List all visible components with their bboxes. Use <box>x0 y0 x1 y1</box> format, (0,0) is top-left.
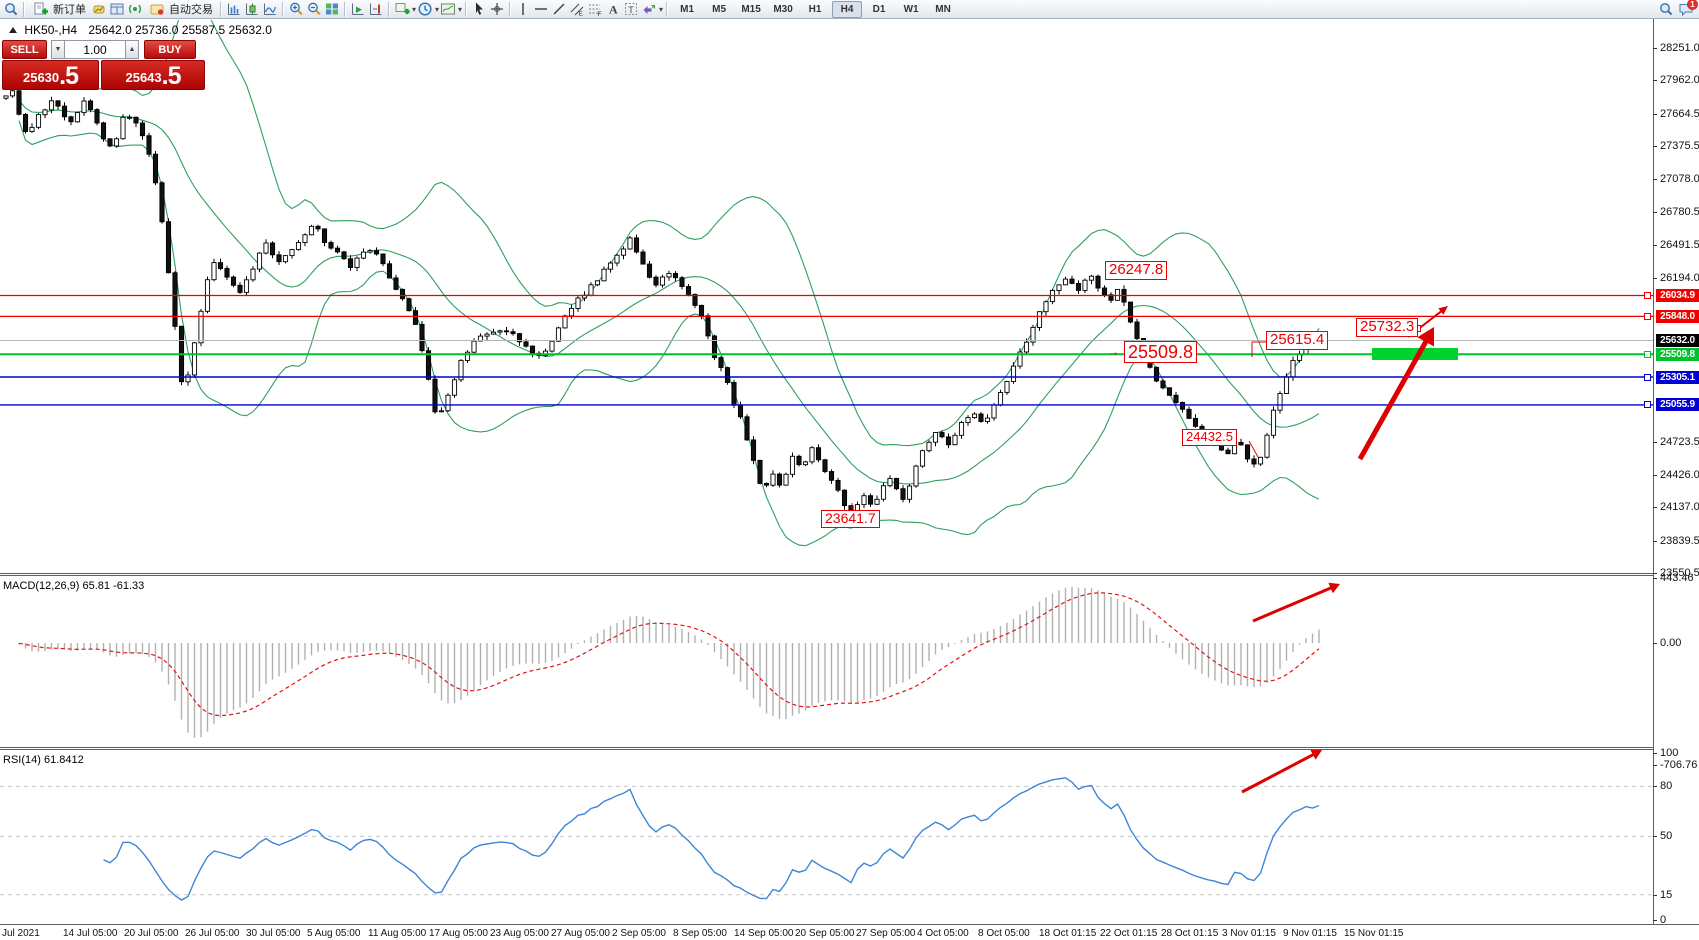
trend-arrow <box>1328 582 1340 594</box>
timeframe-button-h1[interactable]: H1 <box>808 3 822 15</box>
sell-button[interactable]: SELL <box>2 40 47 59</box>
support-highlight-box <box>1372 348 1458 360</box>
market-watch-icon[interactable] <box>90 1 108 18</box>
new-order-button[interactable]: 新订单 <box>28 1 90 18</box>
volume-input[interactable] <box>65 40 125 59</box>
candlestick-chart-icon[interactable] <box>243 1 261 18</box>
toolbar-separator <box>282 1 284 17</box>
rsi-panel-splitter[interactable] <box>0 747 1653 748</box>
chart-title: HK50-,H4 25642.0 25736.0 25587.5 25632.0 <box>9 23 272 37</box>
toolbar-separator <box>344 1 346 17</box>
notification-badge: 1 <box>1687 0 1698 10</box>
dropdown-caret-icon[interactable]: ▾ <box>659 4 664 14</box>
toolbar-separator <box>666 1 669 17</box>
auto-trading-icon <box>148 1 166 18</box>
dropdown-caret-icon[interactable]: ▾ <box>435 4 440 14</box>
auto-scroll-icon[interactable] <box>349 1 367 18</box>
period-clock-icon[interactable] <box>416 1 434 18</box>
timeframe-button-m30[interactable]: M30 <box>773 3 793 15</box>
time-axis-border <box>0 924 1699 925</box>
rsi-line <box>103 777 1320 901</box>
buy-price-main: 25643 <box>125 70 162 85</box>
text-label-icon[interactable]: T <box>622 1 640 18</box>
fibonacci-icon[interactable]: F <box>586 1 604 18</box>
auto-trading-button[interactable]: 自动交易 <box>144 1 217 18</box>
chart-ohlc-values: 25642.0 25736.0 25587.5 25632.0 <box>88 23 272 37</box>
sell-price-main: 25630 <box>22 70 60 85</box>
trend-arrow <box>1310 749 1322 760</box>
search-left-icon[interactable] <box>2 1 20 18</box>
toolbar-separator <box>465 1 468 17</box>
text-icon[interactable]: A <box>604 1 622 18</box>
add-indicator-icon[interactable] <box>393 1 411 18</box>
macd-panel-splitter-line <box>0 575 1653 576</box>
svg-text:F: F <box>598 11 602 17</box>
zoom-in-icon[interactable] <box>287 1 305 18</box>
candlesticks <box>3 86 1322 527</box>
rsi-plot <box>0 777 1653 901</box>
new-order-icon <box>32 1 50 18</box>
buy-price-display[interactable]: 25643 .5 <box>101 60 205 90</box>
template-icon[interactable] <box>439 1 457 18</box>
trend-arrow <box>1438 306 1448 315</box>
chat-button[interactable]: 1 <box>1675 0 1698 18</box>
chart-area[interactable]: HK50-,H4 25642.0 25736.0 25587.5 25632.0… <box>0 19 1699 940</box>
horizontal-line-icon[interactable] <box>532 1 550 18</box>
data-window-icon[interactable] <box>108 1 126 18</box>
auto-trading-button-label: 自动交易 <box>169 4 213 16</box>
svg-text:T: T <box>628 5 634 15</box>
arrows-shapes-icon[interactable] <box>640 1 658 18</box>
trend-arrow <box>1417 327 1434 347</box>
macd-signal-line <box>18 592 1320 717</box>
svg-text:A: A <box>609 3 618 17</box>
sell-price-fraction: .5 <box>59 62 79 90</box>
toolbar-separator <box>388 1 390 17</box>
chart-symbol-period: HK50-,H4 <box>24 23 78 37</box>
timeframe-button-h4[interactable]: H4 <box>832 0 863 18</box>
rsi-panel-splitter-line <box>0 749 1653 750</box>
line-chart-icon[interactable] <box>261 1 279 18</box>
search-icon[interactable] <box>1657 1 1675 18</box>
cursor-icon[interactable] <box>470 1 488 18</box>
timeframe-button-d1[interactable]: D1 <box>872 3 886 15</box>
toolbar-separator <box>220 1 222 17</box>
vertical-line-icon[interactable] <box>514 1 532 18</box>
dropdown-caret-icon[interactable]: ▾ <box>458 4 463 14</box>
top-toolbar: 新订单 自动交易 ▾ ▾ ▾ E F A T ▾ M1 M5 M15 M30 H1 H4 D1 W1 MN 1 <box>0 0 1699 19</box>
timeframe-button-mn[interactable]: MN <box>935 3 951 15</box>
chart-shift-icon[interactable] <box>367 1 385 18</box>
sell-price-display[interactable]: 25630 .5 <box>2 60 99 90</box>
equidistant-channel-icon[interactable]: E <box>568 1 586 18</box>
buy-price-fraction: .5 <box>161 62 182 90</box>
svg-text:E: E <box>579 11 584 18</box>
timeframe-button-w1[interactable]: W1 <box>903 3 919 15</box>
buy-button[interactable]: BUY <box>144 40 196 59</box>
bar-chart-icon[interactable] <box>225 1 243 18</box>
zoom-out-icon[interactable] <box>305 1 323 18</box>
macd-panel-splitter[interactable] <box>0 573 1653 574</box>
dropdown-caret-icon[interactable]: ▾ <box>412 4 417 14</box>
symbol-marker-icon <box>9 27 17 33</box>
volume-decrease-button[interactable]: ▼ <box>51 40 65 59</box>
new-order-button-label: 新订单 <box>53 4 86 16</box>
macd-histogram <box>18 587 1320 738</box>
timeframe-button-m1[interactable]: M1 <box>680 3 695 15</box>
timeframe-button-m15[interactable]: M15 <box>741 3 761 15</box>
price-axis-border <box>1653 19 1654 925</box>
trendline-icon[interactable] <box>550 1 568 18</box>
volume-increase-button[interactable]: ▲ <box>125 40 139 59</box>
timeframe-button-m5[interactable]: M5 <box>712 3 727 15</box>
toolbar-separator <box>23 1 25 17</box>
bollinger-bands <box>18 20 1320 547</box>
tile-windows-icon[interactable] <box>323 1 341 18</box>
one-click-trading-panel: SELL ▼ ▲ BUY 25630 .5 25643 .5 <box>2 40 208 90</box>
toolbar-separator <box>509 1 512 17</box>
signal-icon[interactable] <box>126 1 144 18</box>
crosshair-icon[interactable] <box>488 1 506 18</box>
